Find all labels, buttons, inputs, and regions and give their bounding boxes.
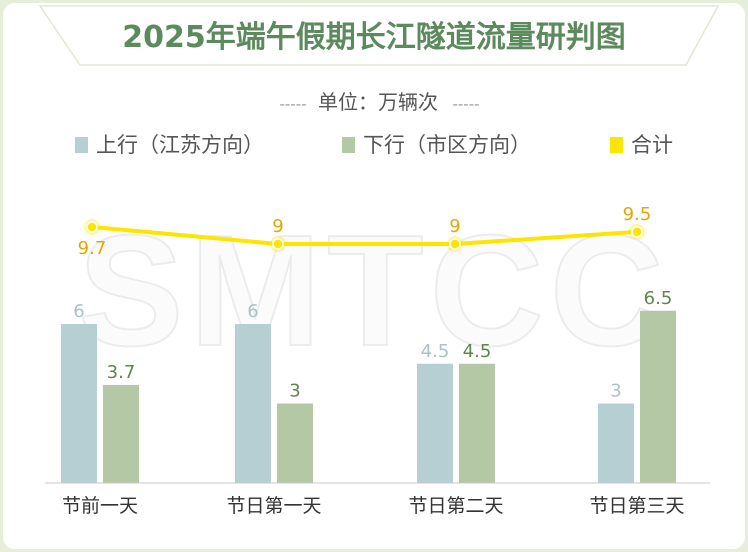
chart-title: 2025年端午假期长江隧道流量研判图 bbox=[122, 20, 626, 55]
bar-down-1 bbox=[277, 403, 313, 483]
bar-down-label-0: 3.7 bbox=[107, 362, 136, 383]
bar-down-label-2: 4.5 bbox=[463, 341, 492, 362]
legend-label-total: 合计 bbox=[631, 133, 673, 157]
legend-label-up: 上行（江苏方向） bbox=[96, 133, 264, 157]
bar-up-label-0: 6 bbox=[73, 301, 84, 322]
bar-down-label-1: 3 bbox=[289, 381, 300, 402]
bar-down-0 bbox=[103, 384, 139, 483]
total-line bbox=[91, 224, 638, 246]
x-tick-label-2: 节日第二天 bbox=[408, 495, 503, 517]
legend-swatch-total bbox=[610, 137, 623, 153]
bar-up-label-2: 4.5 bbox=[421, 341, 450, 362]
legend: 上行（江苏方向） 下行（市区方向） 合计 bbox=[75, 133, 673, 157]
total-label-3: 9.5 bbox=[623, 204, 652, 225]
bar-up-0 bbox=[61, 324, 97, 483]
total-point-3 bbox=[631, 226, 643, 238]
watermark: SMTCC bbox=[78, 203, 670, 379]
subtitle-dash-left: ----- bbox=[279, 95, 306, 113]
title-banner: 2025年端午假期长江隧道流量研判图 bbox=[38, 5, 720, 66]
plot-area: 6 3.7 节前一天 6 3 节日第一天 4.5 4.5 节日第二天 3 6.5 节日第三天 9.7 9 9… bbox=[45, 204, 710, 517]
total-point-2 bbox=[449, 238, 461, 250]
bar-down-2 bbox=[459, 363, 495, 483]
total-point-1 bbox=[272, 238, 284, 250]
legend-swatch-down bbox=[342, 137, 355, 153]
total-label-2: 9 bbox=[449, 216, 460, 237]
bar-up-1 bbox=[235, 324, 271, 483]
chart-subtitle: 单位：万辆次 bbox=[318, 90, 438, 114]
legend-swatch-up bbox=[75, 137, 88, 153]
bar-up-3 bbox=[598, 403, 634, 483]
bar-down-3 bbox=[640, 310, 676, 483]
subtitle: ----- 单位：万辆次 ----- bbox=[279, 90, 479, 114]
legend-label-down: 下行（市区方向） bbox=[363, 133, 531, 157]
total-point-0 bbox=[86, 221, 98, 233]
total-label-1: 9 bbox=[272, 216, 283, 237]
subtitle-dash-right: ----- bbox=[452, 95, 479, 113]
bar-up-label-3: 3 bbox=[610, 381, 621, 402]
total-label-0: 9.7 bbox=[78, 238, 107, 259]
bar-up-label-1: 6 bbox=[247, 301, 258, 322]
x-tick-label-1: 节日第一天 bbox=[226, 495, 321, 517]
x-tick-label-0: 节前一天 bbox=[62, 495, 138, 517]
bar-down-label-3: 6.5 bbox=[644, 288, 673, 309]
bar-up-2 bbox=[417, 363, 453, 483]
x-tick-label-3: 节日第三天 bbox=[589, 495, 684, 517]
